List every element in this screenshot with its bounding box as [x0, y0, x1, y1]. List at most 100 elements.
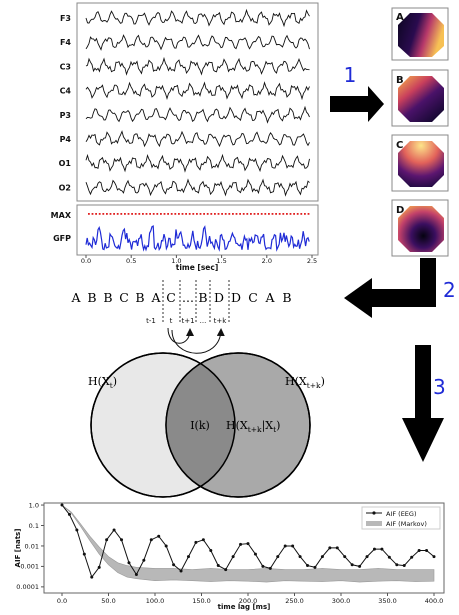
- aif-eeg-point: [417, 548, 421, 552]
- gfp-peak-marker: [304, 213, 306, 215]
- microstate-sequence: A B B C B A C... B D D C A B t-1 t t+1... t+k: [70, 280, 292, 354]
- gfp-frame: [76, 204, 319, 256]
- aif-eeg-point: [283, 544, 287, 548]
- aif-eeg-point: [335, 546, 339, 550]
- gfp-peak-marker: [235, 213, 238, 215]
- aif-eeg-point: [216, 564, 220, 568]
- sequence-letter: B: [135, 290, 144, 305]
- aif-eeg-point: [172, 563, 176, 567]
- right-arrow-icon: [330, 86, 384, 122]
- gfp-peak-marker: [282, 213, 285, 215]
- gfp-peak-marker: [152, 213, 155, 215]
- gfp-peak-marker: [127, 213, 130, 215]
- entropy-xtk-outline: [165, 352, 311, 498]
- gfp-peak-marker: [217, 213, 220, 215]
- gfp-peak-marker: [98, 213, 101, 215]
- gfp-peak-marker: [275, 213, 277, 215]
- map-c: C: [391, 134, 449, 192]
- lag-k-arrow-icon: [171, 328, 225, 354]
- map-a-label: A: [396, 12, 404, 23]
- aif-eeg-point: [224, 568, 228, 572]
- gfp-peak-marker: [260, 213, 263, 215]
- aif-eeg-point: [105, 538, 109, 542]
- sequence-letter: D: [214, 290, 224, 305]
- aif-x-tick-label: 200.0: [239, 597, 258, 605]
- gfp-peak-marker: [300, 213, 303, 215]
- gfp-peak-marker: [271, 213, 274, 215]
- step-2-label: 2: [443, 278, 456, 302]
- aif-x-axis-label: time lag [ms]: [218, 603, 271, 611]
- channel-label-p3: P3: [60, 111, 71, 120]
- entropy-xt-outline: [90, 352, 236, 498]
- gfp-peak-marker: [264, 213, 267, 215]
- aif-x-tick-label: 250.0: [285, 597, 304, 605]
- gfp-peak-markers: [88, 213, 310, 215]
- channel-label-f4: F4: [60, 38, 71, 47]
- aif-eeg-point: [328, 546, 332, 550]
- aif-eeg-point: [432, 555, 436, 559]
- channel-label-c4: C4: [60, 87, 72, 96]
- gfp-peak-marker: [224, 213, 227, 215]
- gfp-peak-marker: [116, 213, 119, 215]
- sequence-letter: C: [248, 290, 258, 305]
- aif-eeg-point: [164, 544, 168, 548]
- sequence-letter: ...: [182, 290, 194, 305]
- gfp-x-tick-label: 1.0: [171, 257, 181, 265]
- aif-y-tick-label: 0.01: [25, 542, 39, 550]
- down-arrow-icon: [402, 345, 444, 462]
- aif-eeg-point: [82, 552, 86, 556]
- aif-eeg-point: [276, 555, 280, 559]
- gfp-peak-marker: [181, 213, 184, 215]
- aif-eeg-point: [343, 555, 347, 559]
- sequence-letter: B: [282, 290, 291, 305]
- step-arrow-1: 1: [330, 63, 384, 122]
- sequence-index-label: ...: [200, 317, 207, 325]
- gfp-peak-marker: [138, 213, 141, 215]
- channel-label-o1: O1: [59, 159, 72, 168]
- legend-markov-label: AIF (Markov): [386, 520, 427, 528]
- channel-label-c3: C3: [60, 62, 71, 71]
- aif-x-ticks: 0.0 50.0 100.0 150.0 200.0 250.0 300.0 350.0 400…: [57, 593, 443, 605]
- aif-eeg-point: [268, 566, 272, 570]
- gfp-peak-marker: [289, 213, 292, 215]
- mutual-information-label: I(k): [190, 419, 210, 432]
- sequence-letter: C: [166, 290, 176, 305]
- gfp-peak-marker: [134, 213, 137, 215]
- sequence-index-label: t: [170, 317, 173, 325]
- eeg-trace-o2: [85, 178, 310, 197]
- aif-eeg-point: [246, 542, 250, 546]
- step-arrow-3: 3: [402, 345, 446, 462]
- aif-eeg-point: [372, 547, 376, 551]
- aif-eeg-point: [358, 564, 362, 568]
- gfp-peak-marker: [188, 213, 191, 215]
- gfp-peak-marker: [131, 213, 133, 215]
- sequence-index-label: t-1: [146, 317, 156, 325]
- aif-eeg-point: [142, 558, 146, 562]
- gfp-peak-marker: [156, 213, 159, 215]
- step-3-label: 3: [433, 375, 446, 399]
- aif-x-tick-label: 50.0: [101, 597, 115, 605]
- aif-x-tick-label: 100.0: [146, 597, 165, 605]
- gfp-x-tick-label: 2.0: [262, 257, 272, 265]
- gfp-peak-marker: [192, 213, 195, 215]
- aif-eeg-point: [410, 555, 414, 559]
- map-c-label: C: [396, 140, 403, 151]
- aif-y-axis-label: AIF [nats]: [14, 529, 22, 568]
- gfp-peak-marker: [268, 213, 270, 215]
- aif-eeg-point: [261, 564, 265, 568]
- step-1-label: 1: [344, 63, 357, 87]
- gfp-peak-marker: [142, 213, 144, 215]
- conditional-entropy-label: H(Xt+k|Xt): [226, 419, 280, 434]
- gfp-peak-marker: [95, 213, 97, 215]
- aif-eeg-point: [90, 575, 94, 579]
- gfp-peak-marker: [307, 213, 310, 215]
- gfp-peak-marker: [257, 213, 259, 215]
- gfp-peak-marker: [160, 213, 162, 215]
- eeg-trace-f4: [85, 34, 310, 51]
- aif-eeg-point: [231, 555, 235, 559]
- aif-eeg-point: [313, 565, 317, 569]
- aif-eeg-point: [134, 573, 138, 577]
- elbow-arrow-icon: [344, 258, 436, 318]
- aif-y-tick-label: 1.0: [29, 501, 39, 509]
- sequence-index-label: t+k: [214, 317, 228, 325]
